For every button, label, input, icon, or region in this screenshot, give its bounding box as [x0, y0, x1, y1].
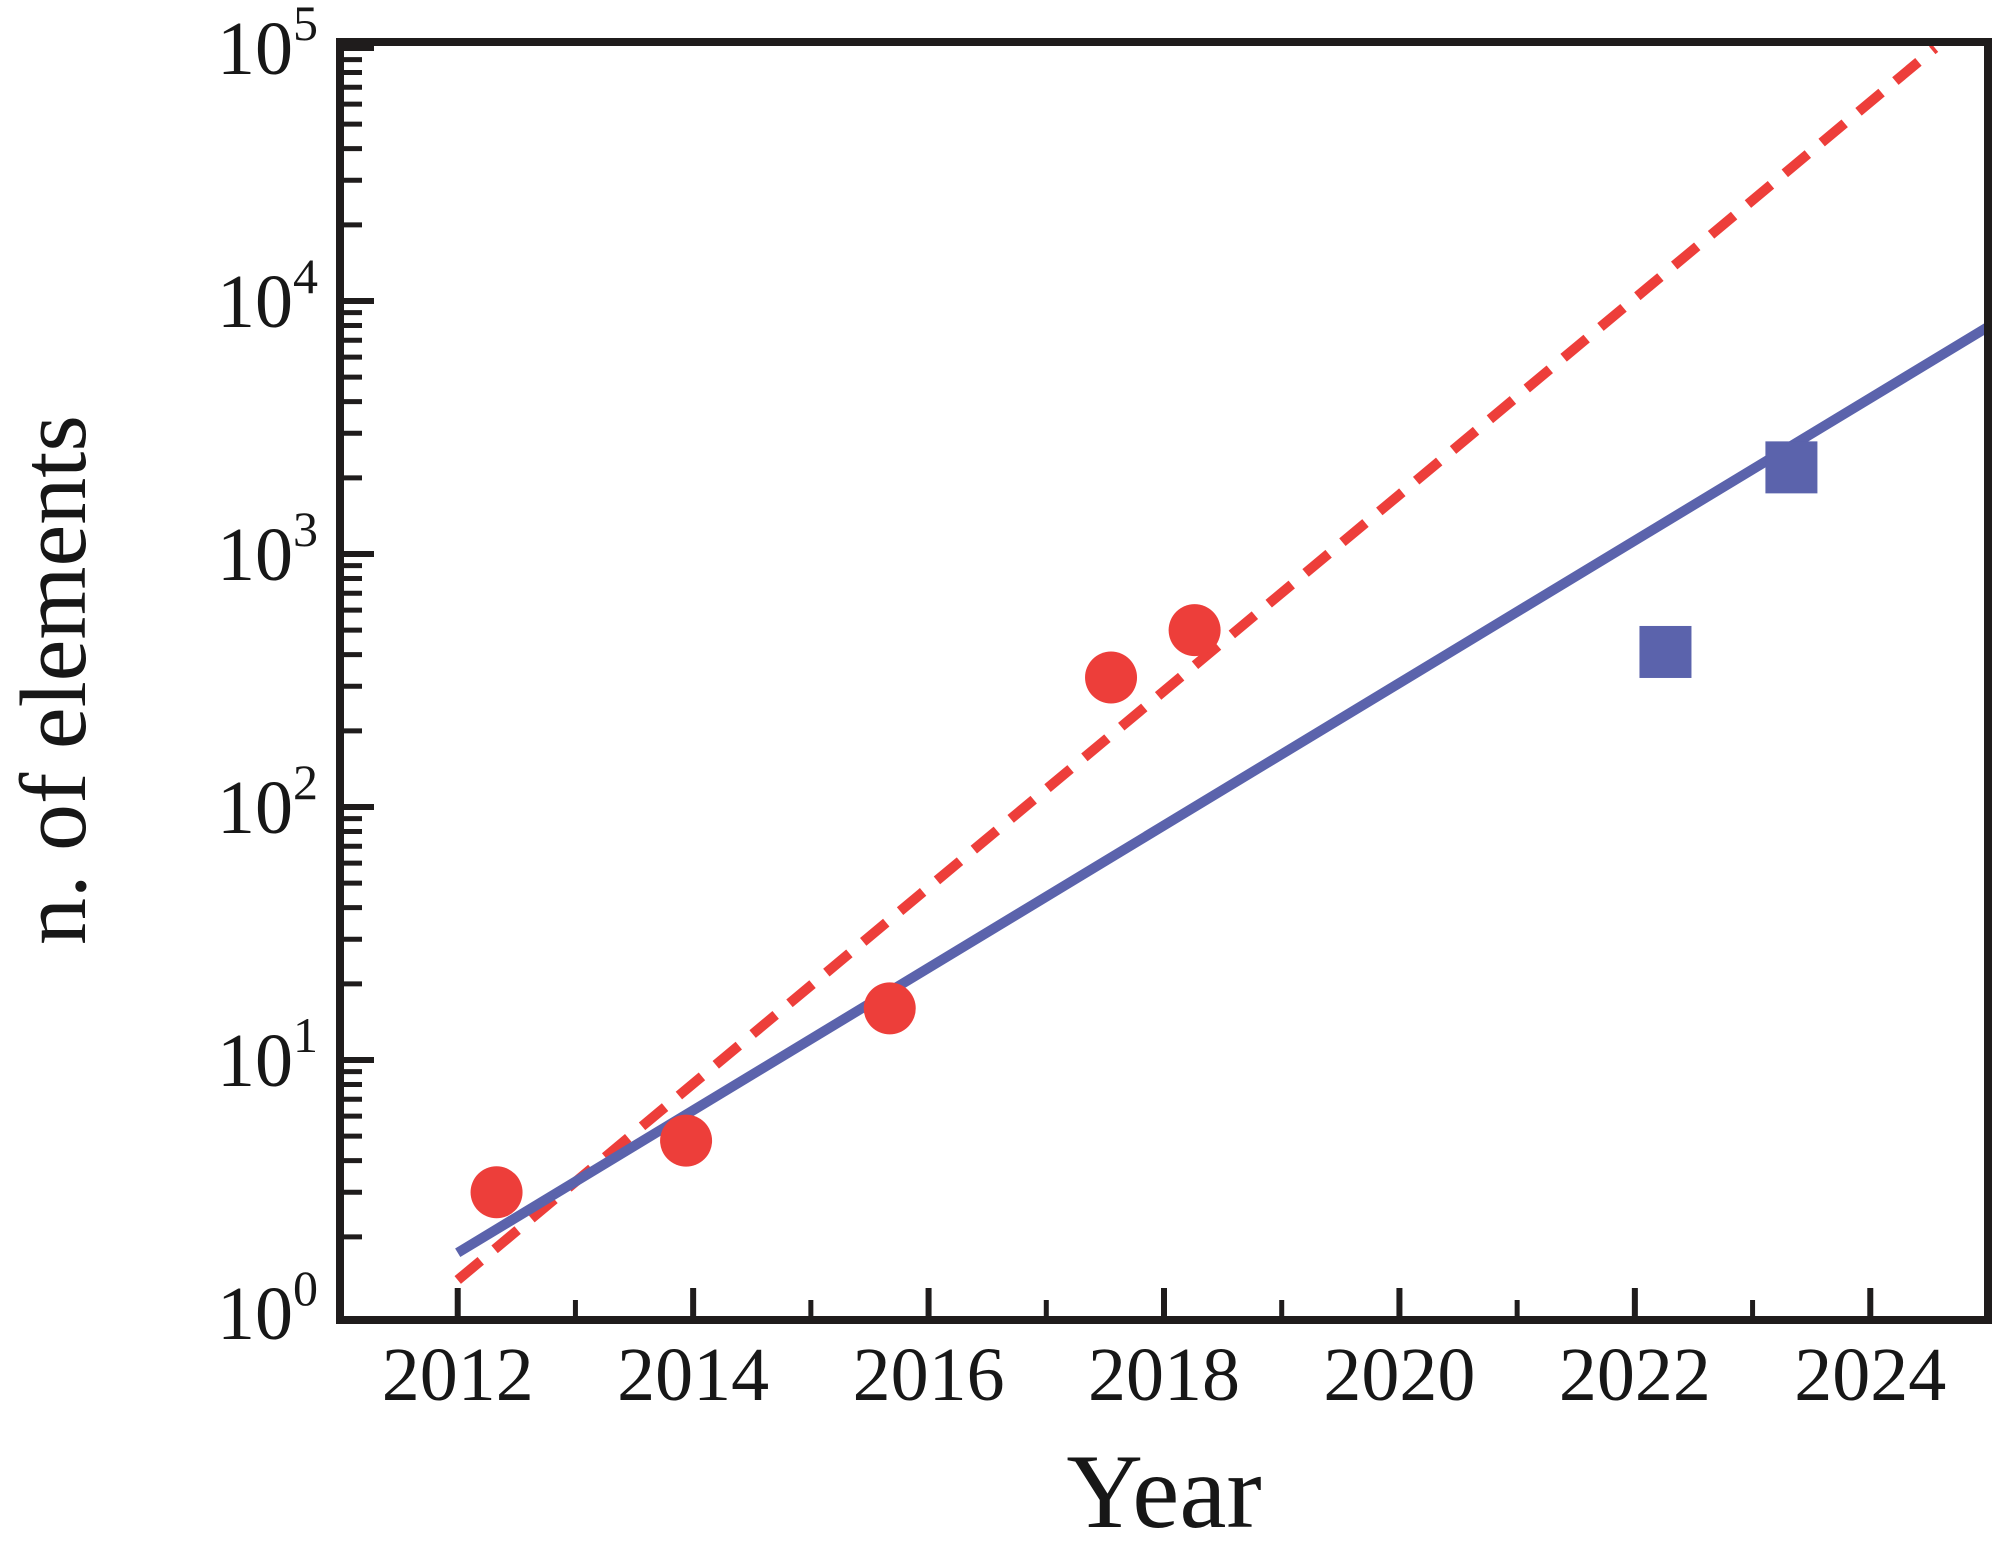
y-axis-label: n. of elements — [2, 415, 106, 945]
data-point-red-circle — [470, 1166, 523, 1219]
x-tick-label: 2012 — [382, 1333, 534, 1417]
x-tick-label: 2022 — [1559, 1333, 1711, 1417]
plot-area-border — [336, 38, 1992, 1324]
y-tick-label: 103 — [217, 501, 318, 597]
axis-ticks-layer — [344, 45, 1874, 1316]
data-point-blue-square — [1639, 625, 1692, 678]
x-axis-label: Year — [1066, 1433, 1261, 1546]
x-tick-label: 2016 — [853, 1333, 1005, 1417]
fit-lines-layer — [454, 44, 1991, 1284]
x-tick-label: 2014 — [617, 1333, 769, 1417]
y-tick-label: 101 — [217, 1007, 318, 1103]
x-tick-label: 2020 — [1323, 1333, 1475, 1417]
data-point-blue-square — [1765, 441, 1818, 494]
data-point-red-circle — [1168, 604, 1221, 657]
data-point-red-circle — [863, 982, 916, 1035]
data-point-red-circle — [660, 1114, 713, 1167]
y-tick-label: 100 — [217, 1260, 318, 1356]
red-dashed-fit-line — [454, 44, 1939, 1284]
x-tick-label: 2018 — [1088, 1333, 1240, 1417]
blue-solid-fit-line — [455, 322, 1991, 1258]
x-tick-label: 2024 — [1794, 1333, 1946, 1417]
y-tick-label: 105 — [217, 0, 318, 91]
tick-labels-layer: 2012 2014 2016 2018 2020 2022 2024 100 101 102 103… — [217, 0, 1946, 1417]
y-tick-label: 104 — [217, 248, 318, 344]
data-point-red-circle — [1085, 651, 1138, 704]
data-points-layer — [470, 441, 1818, 1219]
y-tick-label: 102 — [217, 754, 318, 850]
